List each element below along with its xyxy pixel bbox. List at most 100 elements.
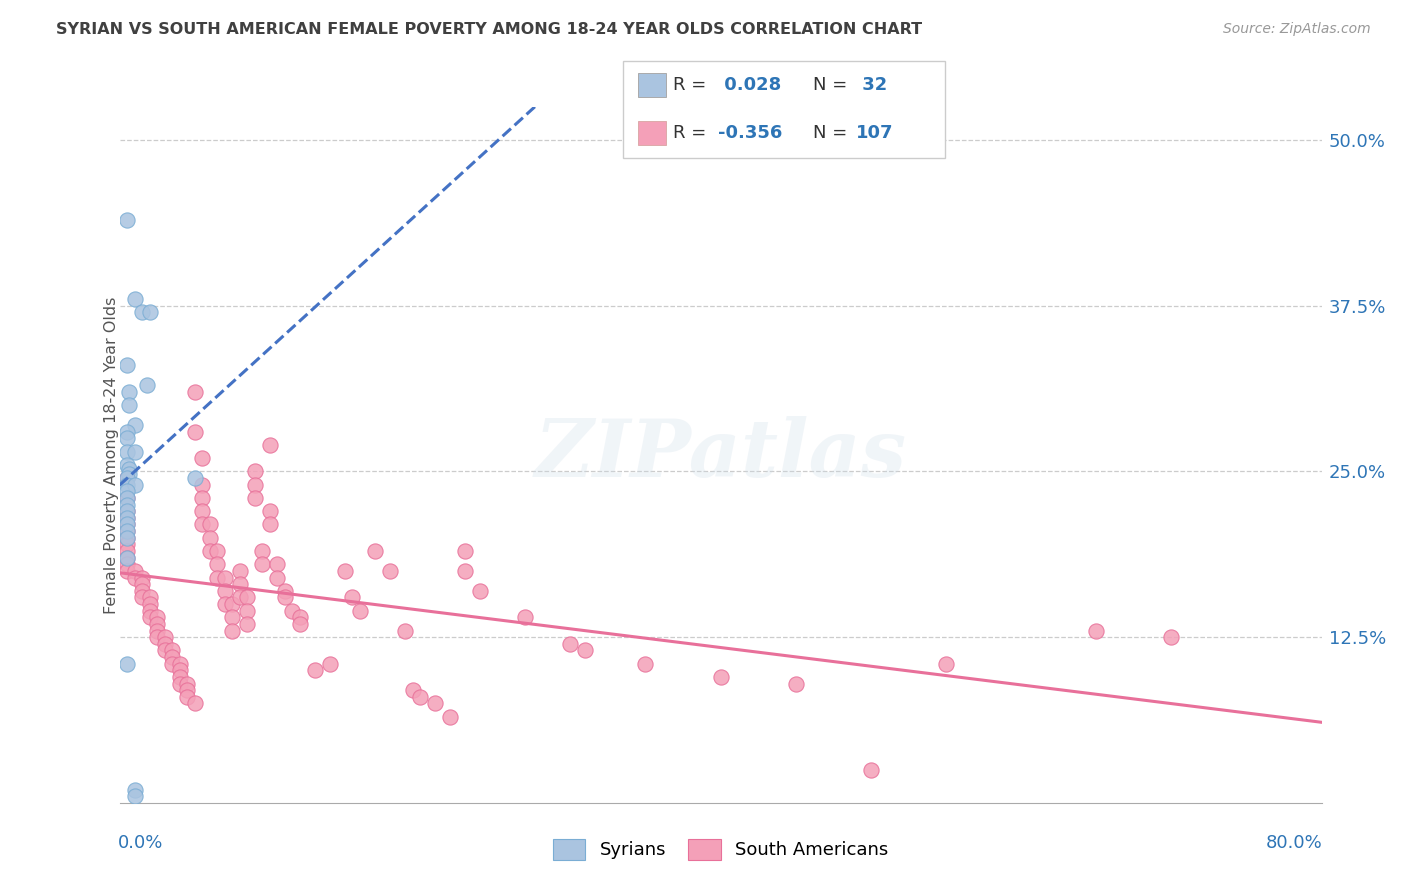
Point (146, 624, 169, 638)
Point (169, 676, 191, 690)
Point (243, 491, 266, 505)
Point (560, 637, 582, 651)
Point (115, 484, 138, 499)
Point (342, 591, 364, 605)
Point (214, 597, 236, 611)
Point (160, 650, 183, 665)
Point (115, 212, 138, 227)
Point (214, 583, 236, 598)
Point (176, 676, 198, 690)
Point (1160, 630, 1182, 644)
Point (146, 616, 169, 631)
Text: -0.356: -0.356 (718, 124, 783, 143)
Point (115, 550, 138, 565)
Point (160, 657, 183, 671)
Point (176, 690, 198, 704)
Point (236, 604, 259, 618)
Point (859, 763, 882, 777)
Point (115, 458, 138, 472)
Point (266, 570, 288, 584)
Point (131, 570, 153, 584)
Point (153, 643, 176, 657)
Point (124, 789, 146, 804)
Point (124, 570, 146, 584)
Point (153, 637, 176, 651)
Text: N =: N = (813, 124, 846, 143)
Point (205, 570, 228, 584)
Point (935, 657, 957, 671)
Point (153, 630, 176, 644)
Text: 0.0%: 0.0% (118, 834, 163, 852)
Point (183, 471, 205, 485)
Point (236, 591, 259, 605)
Text: N =: N = (813, 76, 846, 95)
Point (454, 564, 477, 578)
Point (138, 597, 160, 611)
Point (160, 643, 183, 657)
Point (228, 591, 252, 605)
Point (146, 630, 169, 644)
Point (221, 610, 243, 624)
Point (117, 467, 139, 482)
Point (228, 577, 252, 591)
Point (191, 451, 214, 466)
Point (288, 616, 311, 631)
Point (191, 517, 214, 532)
Point (146, 610, 169, 624)
Point (169, 663, 191, 677)
Point (252, 558, 274, 572)
Text: R =: R = (673, 124, 707, 143)
Point (115, 425, 138, 439)
Point (259, 438, 281, 452)
Point (274, 591, 297, 605)
Point (115, 517, 138, 532)
Point (401, 683, 423, 698)
Point (205, 558, 228, 572)
Point (115, 491, 138, 505)
Point (243, 477, 266, 491)
Point (138, 610, 160, 624)
Point (228, 564, 252, 578)
Point (709, 670, 731, 684)
Point (183, 697, 205, 711)
Point (221, 597, 243, 611)
Point (117, 398, 139, 412)
Point (274, 583, 297, 598)
Point (259, 517, 281, 532)
Point (115, 471, 138, 485)
Point (409, 690, 432, 704)
Point (115, 524, 138, 538)
Point (266, 558, 288, 572)
Point (319, 657, 342, 671)
Point (1085, 624, 1108, 638)
Point (259, 504, 281, 518)
Y-axis label: Female Poverty Among 18-24 Year Olds: Female Poverty Among 18-24 Year Olds (104, 296, 118, 614)
Point (115, 477, 138, 491)
Text: Source: ZipAtlas.com: Source: ZipAtlas.com (1223, 22, 1371, 37)
Point (115, 531, 138, 545)
Point (394, 624, 416, 638)
Point (124, 444, 146, 458)
Point (115, 471, 138, 485)
Point (243, 465, 266, 479)
Point (115, 431, 138, 445)
Point (115, 491, 138, 505)
Point (115, 517, 138, 532)
Point (252, 544, 274, 558)
Point (304, 663, 326, 677)
Point (364, 544, 387, 558)
Point (349, 604, 371, 618)
Point (124, 782, 146, 797)
Point (138, 604, 160, 618)
Point (115, 537, 138, 551)
Point (115, 564, 138, 578)
Point (115, 657, 138, 671)
Point (131, 583, 153, 598)
Point (124, 418, 146, 433)
Point (131, 305, 153, 319)
Point (468, 583, 492, 598)
Text: ZIPatlas: ZIPatlas (534, 417, 907, 493)
Point (214, 570, 236, 584)
Text: 107: 107 (856, 124, 894, 143)
Point (115, 558, 138, 572)
